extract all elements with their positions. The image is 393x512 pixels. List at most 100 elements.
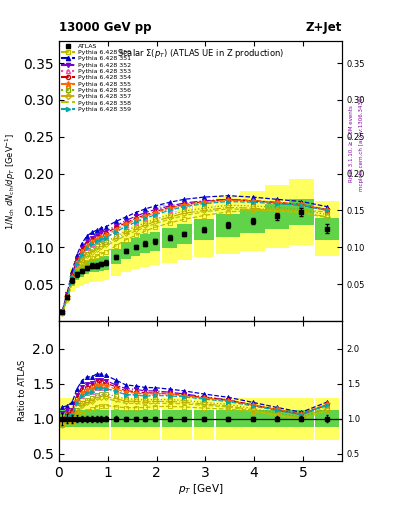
Bar [104, 411, 109, 427]
Bar [111, 238, 121, 276]
Bar [79, 255, 84, 286]
Bar [241, 398, 265, 440]
Bar [265, 204, 289, 229]
Bar [130, 239, 140, 256]
Text: 13000 GeV pp: 13000 GeV pp [59, 21, 151, 34]
Bar [130, 411, 140, 427]
Bar [216, 411, 241, 427]
Bar [60, 411, 65, 427]
Text: Z+Jet: Z+Jet [305, 21, 342, 34]
Bar [94, 398, 99, 440]
Bar [315, 411, 340, 427]
Bar [162, 411, 177, 427]
Bar [89, 398, 94, 440]
Bar [70, 275, 75, 285]
Bar [150, 411, 160, 427]
Bar [60, 398, 65, 440]
Bar [79, 265, 84, 277]
Text: mcplots.cern.ch [arXiv:1306.3436]: mcplots.cern.ch [arXiv:1306.3436] [359, 96, 364, 191]
Bar [241, 209, 265, 232]
Bar [84, 252, 89, 284]
Bar [75, 398, 79, 440]
Bar [140, 234, 150, 253]
Bar [315, 201, 340, 257]
Bar [65, 411, 70, 427]
Text: Rivet 3.1.10, ≥ 3.3M events: Rivet 3.1.10, ≥ 3.3M events [349, 105, 354, 182]
Bar [65, 398, 70, 440]
Bar [60, 309, 65, 315]
Bar [104, 245, 109, 280]
Bar [241, 190, 265, 251]
Bar [94, 259, 99, 272]
Bar [315, 218, 340, 240]
Bar [194, 219, 214, 241]
Bar [89, 249, 94, 282]
Bar [140, 220, 150, 267]
Bar [99, 398, 104, 440]
Bar [84, 411, 89, 427]
Bar [84, 398, 89, 440]
Bar [150, 232, 160, 251]
Bar [79, 398, 84, 440]
Bar [99, 247, 104, 281]
Bar [194, 398, 214, 440]
Bar [162, 398, 177, 440]
Bar [177, 208, 192, 260]
Bar [289, 411, 314, 427]
Bar [177, 398, 192, 440]
Bar [216, 197, 241, 254]
Bar [194, 202, 214, 257]
Y-axis label: Ratio to ATLAS: Ratio to ATLAS [18, 360, 27, 421]
Y-axis label: $1/N_\mathsf{ch}\ dN_\mathsf{ch}/dp_T\ [\mathsf{GeV}^{-1}]$: $1/N_\mathsf{ch}\ dN_\mathsf{ch}/dp_T\ [… [4, 132, 18, 229]
Bar [75, 269, 79, 280]
Bar [75, 261, 79, 288]
X-axis label: $p_T\ [\mathsf{GeV}]$: $p_T\ [\mathsf{GeV}]$ [178, 482, 223, 497]
Bar [216, 214, 241, 237]
Bar [70, 398, 75, 440]
Bar [150, 398, 160, 440]
Bar [289, 398, 314, 440]
Bar [70, 268, 75, 292]
Bar [130, 225, 140, 269]
Bar [241, 411, 265, 427]
Bar [89, 411, 94, 427]
Bar [84, 262, 89, 274]
Bar [289, 179, 314, 245]
Bar [79, 411, 84, 427]
Bar [150, 218, 160, 265]
Bar [94, 411, 99, 427]
Bar [111, 398, 121, 440]
Bar [99, 411, 104, 427]
Bar [111, 249, 121, 265]
Bar [162, 228, 177, 248]
Bar [265, 185, 289, 248]
Bar [289, 199, 314, 225]
Bar [104, 255, 109, 270]
Bar [99, 258, 104, 271]
Bar [75, 411, 79, 427]
Bar [121, 230, 130, 272]
Bar [315, 398, 340, 440]
Bar [111, 411, 121, 427]
Bar [70, 411, 75, 427]
Bar [216, 398, 241, 440]
Bar [104, 398, 109, 440]
Bar [140, 411, 150, 427]
Bar [177, 411, 192, 427]
Bar [121, 243, 130, 259]
Bar [265, 411, 289, 427]
Bar [94, 249, 99, 282]
Bar [130, 398, 140, 440]
Bar [194, 411, 214, 427]
Bar [177, 224, 192, 244]
Bar [121, 398, 130, 440]
Bar [265, 398, 289, 440]
Bar [65, 290, 70, 304]
Bar [60, 311, 65, 313]
Bar [121, 411, 130, 427]
Bar [65, 294, 70, 300]
Bar [89, 259, 94, 272]
Text: Scalar $\Sigma(p_T)$ (ATLAS UE in Z production): Scalar $\Sigma(p_T)$ (ATLAS UE in Z prod… [117, 47, 284, 59]
Text: ATLAS_2019_I1736531: ATLAS_2019_I1736531 [157, 204, 244, 214]
Legend: ATLAS, Pythia 6.428 350, Pythia 6.428 351, Pythia 6.428 352, Pythia 6.428 353, P: ATLAS, Pythia 6.428 350, Pythia 6.428 35… [61, 43, 131, 113]
